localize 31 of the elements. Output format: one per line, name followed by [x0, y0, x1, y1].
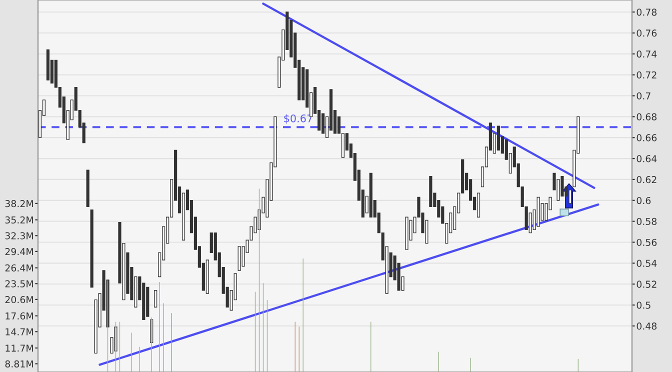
- y-tick-label: 0.66: [636, 134, 657, 142]
- candlestick: [560, 176, 564, 197]
- y-tick-label: 0.74: [636, 50, 657, 58]
- y-tick-label: 0.72: [636, 71, 656, 79]
- y2-tick-label: 32.3M: [5, 232, 33, 240]
- y2-tick-label: 20.6M: [5, 296, 33, 304]
- y-tick-label: 0.54: [636, 260, 657, 267]
- y2-tick-label: 26.4M: [5, 264, 33, 272]
- y2-tick-label: 29.4M: [5, 248, 33, 256]
- y-tick-label: 0.62: [636, 176, 656, 184]
- y2-tick-label: 35.2M: [5, 216, 33, 224]
- y-tick-label: 0.78: [636, 8, 657, 16]
- y-tick-label: 0.64: [636, 155, 657, 162]
- y-tick-label: 0.48: [636, 322, 657, 330]
- y2-tick-label: 38.2M: [5, 200, 33, 208]
- y-tick-label: 0.58: [636, 218, 657, 226]
- y2-tick-label: 11.7M: [6, 344, 33, 352]
- y2-tick-label: 23.5M: [5, 280, 33, 288]
- y-tick-label: 0.5: [636, 302, 650, 309]
- y-tick-label: 0.6: [636, 196, 651, 204]
- y2-tick-label: 14.7M: [6, 328, 33, 336]
- y-tick-label: 0.68: [636, 113, 657, 120]
- candlestick: [154, 290, 158, 308]
- candlestick: [321, 112, 325, 134]
- y2-tick-label: 8.81M: [5, 360, 33, 368]
- y-tick-label: 0.52: [636, 280, 656, 288]
- y2-tick-label: 17.6M: [6, 312, 33, 320]
- y-tick-label: 0.56: [636, 238, 657, 246]
- y-tick-label: 0.76: [636, 30, 657, 37]
- y-tick-label: 0.7: [636, 92, 650, 100]
- candlestick: [568, 190, 572, 204]
